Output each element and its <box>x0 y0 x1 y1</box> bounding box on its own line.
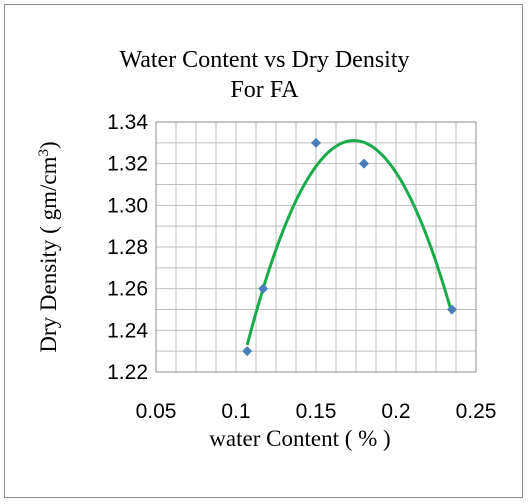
x-tick-label: 0.1 <box>221 400 250 423</box>
chart-subtitle: For FA <box>230 77 299 103</box>
y-tick-label: 1.28 <box>107 236 148 259</box>
y-axis-label: Dry Density ( gm/cm3) <box>36 141 61 352</box>
data-point <box>311 137 321 148</box>
x-tick-labels: 0.05 0.1 0.15 0.2 0.25 <box>136 400 497 423</box>
y-tick-label: 1.24 <box>107 319 148 342</box>
data-point <box>258 283 269 294</box>
y-axis-label-close: ) <box>36 141 61 149</box>
data-point <box>242 346 253 357</box>
trendline <box>245 139 454 346</box>
data-points <box>242 137 457 357</box>
x-tick-label: 0.25 <box>456 400 497 423</box>
x-tick-label: 0.2 <box>381 400 410 423</box>
y-tick-label: 1.34 <box>107 111 148 134</box>
plot-area <box>155 121 477 373</box>
gridlines <box>156 122 476 372</box>
x-tick-label: 0.05 <box>136 400 177 423</box>
chart-title: Water Content vs Dry Density <box>119 47 410 73</box>
y-tick-label: 1.22 <box>107 361 148 384</box>
x-tick-label: 0.15 <box>296 400 337 423</box>
y-axis-label-text: Dry Density ( gm/cm <box>36 156 61 352</box>
y-tick-label: 1.26 <box>107 278 148 301</box>
data-point <box>359 158 369 169</box>
y-tick-labels: 1.22 1.24 1.26 1.28 1.30 1.32 1.34 <box>107 111 148 384</box>
y-tick-label: 1.32 <box>107 153 148 176</box>
y-tick-label: 1.30 <box>107 194 148 217</box>
x-axis-label: water Content ( % ) <box>209 426 390 451</box>
data-point <box>447 304 457 315</box>
y-axis-label-sup: 3 <box>36 149 52 157</box>
